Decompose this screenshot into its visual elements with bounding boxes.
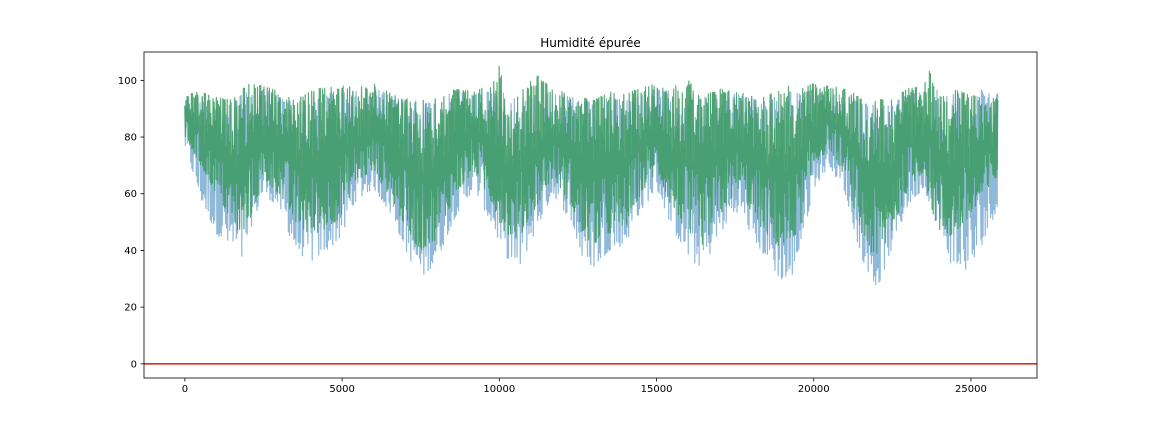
y-tick-label: 0 bbox=[131, 359, 137, 370]
chart-title: Humidité épurée bbox=[540, 36, 641, 50]
plot-frame bbox=[143, 51, 1038, 379]
y-tick-label: 40 bbox=[124, 246, 137, 257]
series-layer bbox=[144, 65, 1037, 365]
y-tick-label: 100 bbox=[118, 76, 137, 87]
x-tick-label: 20000 bbox=[798, 384, 830, 395]
axes-layer: 0 5000 10000 15000 20000 25000 0 20 40 60 80 100 bbox=[118, 51, 1038, 395]
x-tick-label: 25000 bbox=[955, 384, 987, 395]
x-tick-label: 0 bbox=[182, 384, 188, 395]
series-2-line bbox=[184, 65, 999, 254]
x-tick-label: 10000 bbox=[483, 384, 515, 395]
x-tick-label: 5000 bbox=[329, 384, 354, 395]
y-tick-label: 60 bbox=[124, 189, 137, 200]
x-tick-label: 15000 bbox=[641, 384, 673, 395]
y-tick-label: 80 bbox=[124, 133, 137, 144]
y-tick-label: 20 bbox=[124, 303, 137, 314]
